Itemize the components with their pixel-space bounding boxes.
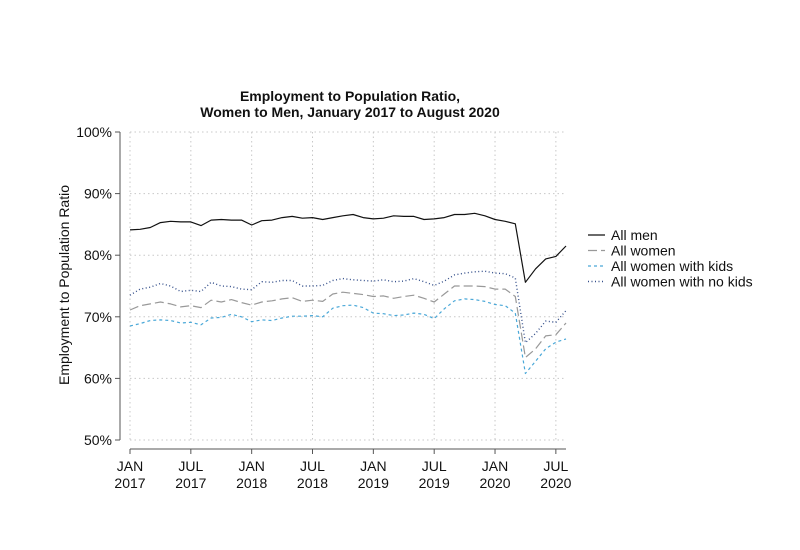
x-axis-ticks: JAN2017JUL2017JAN2018JUL2018JAN2019JUL20… <box>114 449 572 491</box>
legend-label-all-women-with-no-kids: All women with no kids <box>611 274 753 290</box>
y-tick-label: 90% <box>84 186 112 202</box>
x-tick-month-label: JAN <box>482 458 508 474</box>
x-tick-year-label: 2019 <box>358 475 389 491</box>
legend-label-all-women-with-kids: All women with kids <box>611 258 733 274</box>
x-tick-year-label: 2018 <box>236 475 267 491</box>
x-tick-year-label: 2020 <box>479 475 510 491</box>
y-tick-label: 50% <box>84 432 112 448</box>
chart-title: Employment to Population Ratio, Women to… <box>200 88 500 120</box>
series-lines <box>129 212 567 375</box>
series-line-all-women-with-no-kids <box>129 270 567 344</box>
x-tick-year-label: 2017 <box>114 475 145 491</box>
grid-lines <box>129 131 566 441</box>
y-tick-label: 100% <box>76 124 112 140</box>
x-tick-year-label: 2018 <box>297 475 328 491</box>
legend-label-all-women: All women <box>611 243 676 259</box>
x-tick-month-label: JUL <box>178 458 203 474</box>
x-tick-month-label: JAN <box>360 458 386 474</box>
x-tick-month-label: JUL <box>543 458 568 474</box>
series-line-all-men <box>129 212 567 283</box>
y-tick-label: 60% <box>84 370 112 386</box>
x-tick-month-label: JAN <box>238 458 264 474</box>
series-line-all-women-with-kids <box>129 298 567 375</box>
series-line-all-women <box>129 285 567 359</box>
chart-title-line-1: Employment to Population Ratio, <box>240 88 460 104</box>
x-tick-year-label: 2019 <box>419 475 450 491</box>
legend-label-all-men: All men <box>611 227 658 243</box>
x-tick-year-label: 2017 <box>175 475 206 491</box>
x-tick-month-label: JUL <box>422 458 447 474</box>
x-tick-month-label: JUL <box>300 458 325 474</box>
axes <box>119 132 566 450</box>
y-tick-label: 80% <box>84 247 112 263</box>
x-tick-year-label: 2020 <box>540 475 571 491</box>
chart-title-line-2: Women to Men, January 2017 to August 202… <box>200 104 500 120</box>
y-axis-ticks: 50% 60% 70% 80% 90% 100% <box>76 124 120 448</box>
y-axis-label: Employment to Population Ratio <box>56 185 72 385</box>
x-tick-month-label: JAN <box>117 458 143 474</box>
y-tick-label: 70% <box>84 309 112 325</box>
